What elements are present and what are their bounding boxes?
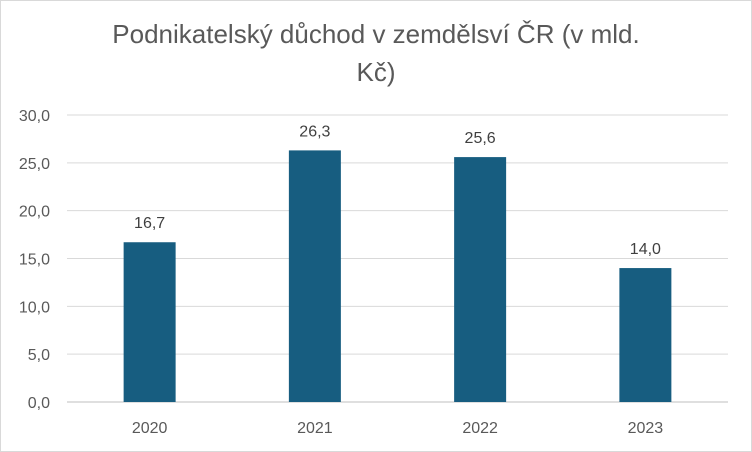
y-tick-label: 25,0 [19,156,50,173]
y-tick-label: 15,0 [19,252,50,269]
bar [288,150,341,402]
y-tick-label: 10,0 [19,299,50,316]
x-tick-label: 2021 [297,420,333,437]
chart-title: Podnikatelský důchod v zemdělsví ČR (v m… [112,19,640,87]
bar [619,268,672,402]
y-tick-label: 5,0 [28,347,50,364]
data-label: 14,0 [630,241,661,258]
data-label: 16,7 [134,215,165,232]
y-tick-label: 0,0 [28,395,50,412]
x-tick-label: 2020 [132,420,168,437]
x-tick-label: 2022 [462,420,498,437]
data-label: 26,3 [299,123,330,140]
y-tick-label: 30,0 [19,108,50,125]
data-label: 25,6 [465,130,496,147]
y-tick-label: 20,0 [19,204,50,221]
x-tick-label: 2023 [628,420,664,437]
bar [454,157,507,402]
bar [123,242,176,402]
